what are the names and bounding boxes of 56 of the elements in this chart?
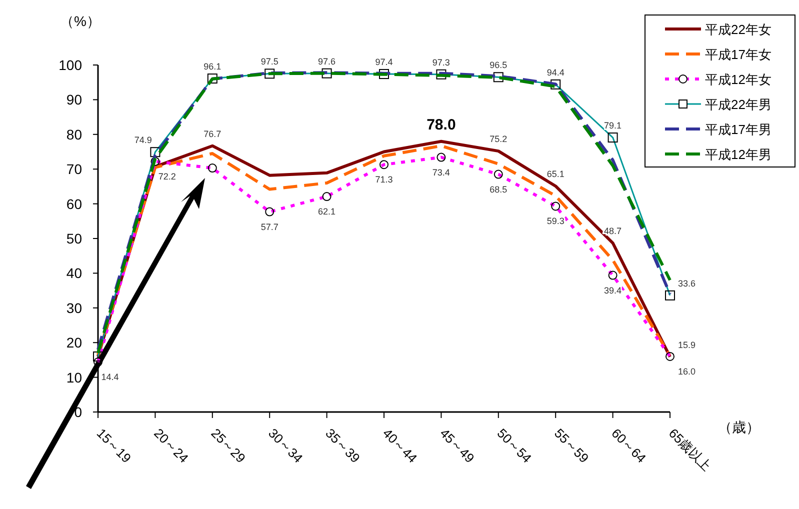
x-tick-label: 30～34 xyxy=(265,426,306,466)
data-label: 14.4 xyxy=(101,372,119,382)
y-tick-label: 0 xyxy=(74,404,82,420)
data-label: 68.5 xyxy=(490,184,508,194)
data-label: 62.1 xyxy=(318,206,336,217)
x-tick-label: 25～29 xyxy=(208,426,249,466)
data-label: 74.9 xyxy=(134,135,152,146)
data-label: 76.7 xyxy=(204,128,222,139)
data-label: 57.7 xyxy=(260,222,278,232)
data-label: 15.9 xyxy=(678,340,696,350)
y-tick-label: 30 xyxy=(66,300,82,316)
data-label: 39.4 xyxy=(604,285,622,296)
data-label: 96.5 xyxy=(490,60,508,70)
data-label: 71.3 xyxy=(375,174,393,185)
legend-label: 平成22年女 xyxy=(705,22,772,37)
x-tick-label: 65歳以上 xyxy=(666,426,714,474)
data-label: 59.3 xyxy=(546,216,564,226)
x-tick-label: 40～44 xyxy=(380,426,420,466)
data-label: 65.1 xyxy=(546,169,564,180)
x-tick-label: 20～24 xyxy=(151,426,192,466)
x-tick-label: 45～49 xyxy=(437,426,478,466)
data-label: 73.4 xyxy=(432,167,450,178)
y-tick-label: 40 xyxy=(66,265,82,282)
x-tick-label: 50～54 xyxy=(494,426,535,466)
data-label: 97.6 xyxy=(318,56,336,66)
legend-label: 平成22年男 xyxy=(705,97,772,112)
y-tick-label: 80 xyxy=(66,126,82,142)
legend-label: 平成12年男 xyxy=(705,147,772,162)
legend-label: 平成12年女 xyxy=(705,72,772,87)
x-tick-label: 15～19 xyxy=(94,426,134,466)
y-tick-label: 100 xyxy=(58,57,82,73)
data-label: 97.4 xyxy=(375,57,393,68)
data-label: 75.2 xyxy=(490,134,508,144)
x-axis-title: （歳） xyxy=(718,419,760,435)
data-label: 16.0 xyxy=(678,366,696,376)
y-axis-title: （%） xyxy=(60,13,100,29)
legend-label: 平成17年女 xyxy=(705,47,772,62)
y-tick-label: 20 xyxy=(66,334,82,351)
x-tick-label: 60～64 xyxy=(608,426,649,466)
legend-label: 平成17年男 xyxy=(705,122,772,137)
y-tick-label: 50 xyxy=(66,230,82,246)
data-label: 97.5 xyxy=(260,56,278,67)
data-label: 94.4 xyxy=(546,67,564,78)
y-tick-label: 60 xyxy=(66,196,82,212)
x-tick-label: 35～39 xyxy=(322,426,363,466)
data-label: 33.6 xyxy=(678,278,696,288)
data-label: 96.1 xyxy=(204,62,222,72)
data-label: 72.2 xyxy=(158,171,176,182)
y-tick-label: 90 xyxy=(66,92,82,108)
y-tick-label: 70 xyxy=(66,161,82,178)
x-tick-label: 55～59 xyxy=(551,426,592,466)
y-tick-label: 10 xyxy=(66,369,82,386)
data-label: 97.3 xyxy=(432,57,450,68)
annotation: 78.0 xyxy=(426,116,456,134)
data-label: 79.1 xyxy=(604,120,622,131)
data-label: 48.7 xyxy=(604,226,622,236)
